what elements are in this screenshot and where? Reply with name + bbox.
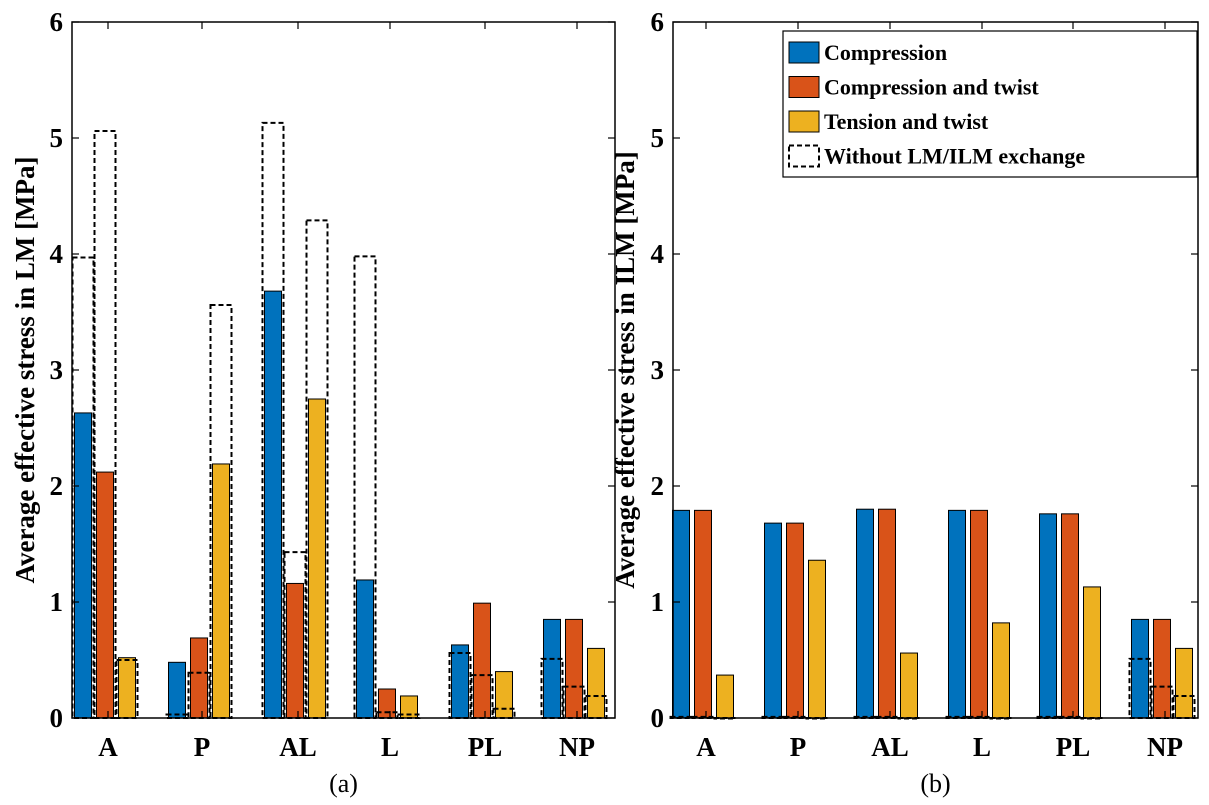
xtick-label: P [790,732,807,762]
ytick-label: 0 [651,703,665,733]
y-axis-label: Average effective stress in ILM [MPa] [610,151,640,589]
bar-compression-al [856,508,874,719]
ytick-label: 5 [50,123,64,153]
ytick-label: 3 [651,355,665,385]
dashed-bar-l-1 [353,255,377,719]
bar-compression-p [168,661,186,719]
bar-tension-and-twist-pl [1083,586,1101,719]
bar-compression-a [74,412,92,719]
ytick-label: 2 [50,471,64,501]
bar-compression-np [543,618,561,719]
dashed-bar-np-3 [584,694,608,720]
bar-compression-pl [451,644,469,719]
bar-compression-and-twist-al [286,582,304,719]
ytick-label: 1 [50,587,64,617]
bar-compression-a [672,509,690,719]
xtick-label: L [381,732,399,762]
bar-compression-and-twist-a [96,471,114,719]
axes-box-a [71,21,616,719]
bar-compression-and-twist-pl [1061,513,1079,719]
xtick-label: A [98,732,118,762]
legend-box [782,30,1198,178]
bar-compression-l [948,509,966,719]
bar-compression-and-twist-a [694,509,712,719]
xtick-label: L [973,732,991,762]
bar-compression-and-twist-l [378,688,396,719]
bar-tension-and-twist-l [992,622,1010,719]
bar-tension-and-twist-pl [495,671,513,719]
legend-entry: Compression and twist [824,75,1039,100]
bar-tension-and-twist-a [716,674,734,719]
dashed-bar-np-2 [562,685,586,719]
ytick-label: 1 [651,587,665,617]
ytick-label: 4 [50,239,64,269]
bar-compression-p [764,522,782,719]
bar-tension-and-twist-al [308,398,326,719]
bar-compression-and-twist-al [878,508,896,719]
bar-tension-and-twist-p [808,559,826,719]
xtick-label: A [696,732,716,762]
bar-tension-and-twist-p [212,463,230,719]
bar-compression-al [264,290,282,719]
legend-entry: Tension and twist [824,109,989,134]
y-axis-label: Average effective stress in LM [MPa] [10,156,40,583]
legend-swatch-dashed [788,144,820,168]
dashed-bar-np-3 [1172,694,1196,720]
dashed-bar-al-2 [283,551,307,719]
bar-compression-and-twist-np [1153,618,1171,719]
xtick-label: P [194,732,211,762]
ytick-label: 3 [50,355,64,385]
xtick-label: AL [871,732,909,762]
legend-swatch [788,110,820,133]
bar-compression-and-twist-p [190,637,208,719]
bar-compression-np [1131,618,1149,719]
xtick-label: AL [279,732,317,762]
bar-tension-and-twist-np [587,647,605,719]
legend-entry: Compression [824,40,947,65]
legend-swatch [788,41,820,64]
bar-compression-and-twist-np [565,618,583,719]
bar-tension-and-twist-al [900,652,918,719]
ytick-label: 2 [651,471,665,501]
ytick-label: 0 [50,703,64,733]
bar-tension-and-twist-a [118,657,136,719]
legend-entry: Without LM/ILM exchange [824,144,1085,169]
bar-tension-and-twist-np [1175,647,1193,719]
dashed-bar-l-2 [375,711,399,720]
bar-compression-pl [1039,513,1057,719]
ytick-label: 6 [50,7,64,37]
legend-swatch [788,76,820,98]
panel-label: (b) [920,769,950,798]
xtick-label: NP [559,732,595,762]
bar-compression-and-twist-p [786,522,804,719]
xtick-label: NP [1147,732,1183,762]
xtick-label: PL [468,732,503,762]
bar-compression-and-twist-l [970,509,988,719]
ytick-label: 4 [651,239,665,269]
bar-compression-l [356,579,374,719]
bar-compression-and-twist-pl [473,602,491,719]
dashed-bar-np-2 [1150,685,1174,719]
xtick-label: PL [1056,732,1091,762]
panel-label: (a) [329,769,358,798]
ytick-label: 5 [651,123,665,153]
ytick-label: 6 [651,7,665,37]
